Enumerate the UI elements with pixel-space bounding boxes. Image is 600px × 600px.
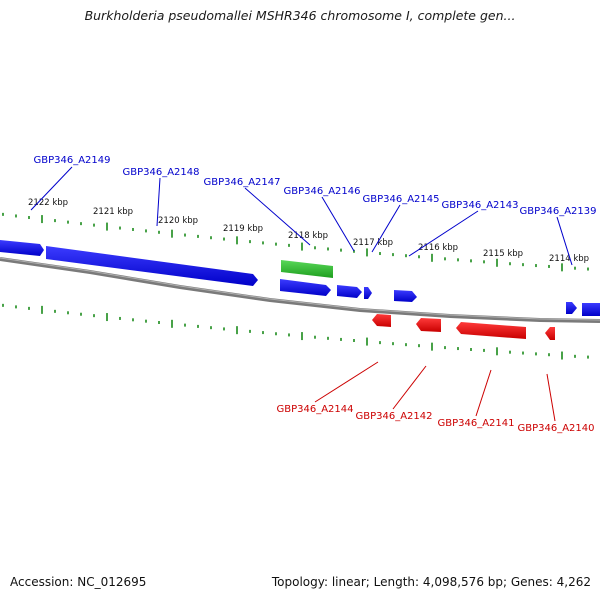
leader-line: [244, 187, 311, 246]
forward-genes: [0, 240, 600, 316]
gene-label[interactable]: GBP346_A2149: [33, 155, 110, 166]
reverse-genes: [372, 314, 555, 340]
leader-line: [546, 373, 556, 422]
leader-line: [321, 196, 355, 252]
label-leaders: [30, 166, 573, 422]
reverse-scale-ticks: [2, 303, 589, 360]
gene-label[interactable]: GBP346_A2140: [517, 423, 594, 434]
gene-label[interactable]: GBP346_A2144: [276, 404, 353, 415]
genome-summary-text: Topology: linear; Length: 4,098,576 bp; …: [271, 575, 591, 589]
scale-label: 2114 kbp: [549, 254, 589, 264]
forward-scale-ticks: [2, 212, 589, 272]
leader-line: [392, 365, 427, 410]
scale-labels: 2122 kbp 2121 kbp 2120 kbp 2119 kbp 2118…: [28, 198, 589, 264]
gene-label[interactable]: GBP346_A2141: [437, 418, 514, 429]
gene-label[interactable]: GBP346_A2139: [519, 206, 596, 217]
gene-arrow-reverse[interactable]: [416, 318, 441, 332]
scale-label: 2117 kbp: [353, 238, 393, 248]
leader-line: [30, 166, 73, 211]
gene-label[interactable]: GBP346_A2147: [203, 177, 280, 188]
gene-arrow-reverse[interactable]: [545, 327, 555, 340]
chromosome-backbone-highlight: [0, 257, 600, 321]
gene-arrow-forward[interactable]: [0, 240, 44, 256]
chromosome-backbone: [0, 257, 600, 323]
leader-line: [314, 361, 379, 403]
scale-label: 2116 kbp: [418, 243, 458, 253]
leader-line: [156, 177, 161, 227]
gene-arrow-forward[interactable]: [394, 290, 417, 302]
forward-gene-labels: GBP346_A2149 GBP346_A2148 GBP346_A2147 G…: [33, 155, 596, 217]
gene-arrow-forward[interactable]: [566, 302, 577, 314]
gene-label[interactable]: GBP346_A2145: [362, 194, 439, 205]
leader-line: [371, 204, 401, 253]
gene-highlighted[interactable]: [281, 260, 333, 278]
scale-label: 2115 kbp: [483, 249, 523, 259]
leader-line: [408, 210, 479, 257]
leader-line: [556, 216, 573, 266]
scale-label: 2120 kbp: [158, 216, 198, 226]
scale-label: 2122 kbp: [28, 198, 68, 208]
gene-arrow-forward[interactable]: [337, 285, 362, 298]
scale-label: 2118 kbp: [288, 231, 328, 241]
gene-label[interactable]: GBP346_A2148: [122, 167, 199, 178]
gene-label[interactable]: GBP346_A2143: [441, 200, 518, 211]
gene-arrow-forward[interactable]: [582, 303, 600, 316]
gene-arrow-reverse[interactable]: [456, 322, 526, 339]
gene-label[interactable]: GBP346_A2142: [355, 411, 432, 422]
accession-text: Accession: NC_012695: [10, 575, 147, 589]
scale-label: 2119 kbp: [223, 224, 263, 234]
gene-arrow-reverse[interactable]: [372, 314, 391, 327]
gene-arrow-forward[interactable]: [364, 287, 372, 299]
gene-arrow-forward[interactable]: [280, 279, 331, 296]
gene-label[interactable]: GBP346_A2146: [283, 186, 360, 197]
leader-line: [475, 369, 492, 417]
scale-label: 2121 kbp: [93, 207, 133, 217]
map-title: Burkholderia pseudomallei MSHR346 chromo…: [84, 8, 516, 23]
gene-arrow-forward[interactable]: [46, 246, 258, 286]
reverse-gene-labels: GBP346_A2144 GBP346_A2142 GBP346_A2141 G…: [276, 404, 594, 434]
